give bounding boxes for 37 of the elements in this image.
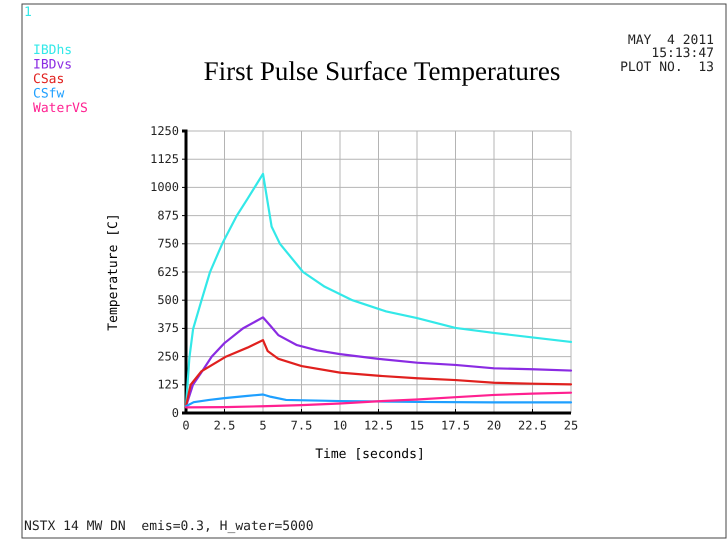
x-tick-label: 20 — [486, 418, 502, 433]
line-series — [184, 339, 572, 408]
y-tick-label: 750 — [157, 236, 179, 251]
x-tick-label: 0 — [182, 418, 190, 433]
x-tick-label: 12.5 — [364, 418, 393, 433]
text: PLOT NO. 13 — [620, 60, 714, 75]
chart-title: First Pulse Surface Temperatures — [204, 56, 560, 86]
y-tick-label: 875 — [157, 208, 179, 222]
text: CSas — [33, 72, 64, 87]
y-tick-label: 0 — [172, 406, 179, 420]
y-axis-title: Temperature [C] — [106, 213, 121, 331]
y-tick-label: 500 — [157, 293, 179, 308]
x-tick-label: 5 — [259, 418, 267, 433]
y-tick-label: 250 — [157, 349, 179, 364]
x-tick-label: 25 — [564, 418, 578, 433]
x-tick-label: 22.5 — [518, 418, 547, 433]
y-tick-label: 125 — [157, 378, 179, 392]
text: NSTX 14 MW DN emis=0.3, H_water=5000 — [24, 519, 314, 534]
y-tick-label: 375 — [157, 321, 179, 336]
text: IBDhs — [33, 43, 72, 58]
text: IBDvs — [33, 58, 72, 72]
x-tick-label: 15 — [410, 418, 424, 433]
y-tick-label: 1000 — [150, 180, 179, 194]
x-axis-title: Time [seconds] — [315, 447, 425, 462]
y-tick-label: 1250 — [150, 124, 179, 138]
line-series — [184, 172, 572, 408]
text: CSfw — [33, 86, 64, 102]
x-tick-label: 7.5 — [290, 418, 312, 433]
x-tick-label: 2.5 — [214, 418, 236, 433]
y-tick-label: 625 — [157, 264, 179, 279]
x-tick-label: 10 — [332, 418, 348, 433]
text: WaterVS — [33, 101, 88, 116]
text: MAY 4 2011 — [628, 33, 714, 48]
x-tick-label: 17.5 — [441, 418, 470, 433]
text: 15:13:47 — [651, 46, 714, 61]
y-tick-label: 1125 — [150, 152, 179, 166]
text: 1 — [24, 5, 32, 20]
